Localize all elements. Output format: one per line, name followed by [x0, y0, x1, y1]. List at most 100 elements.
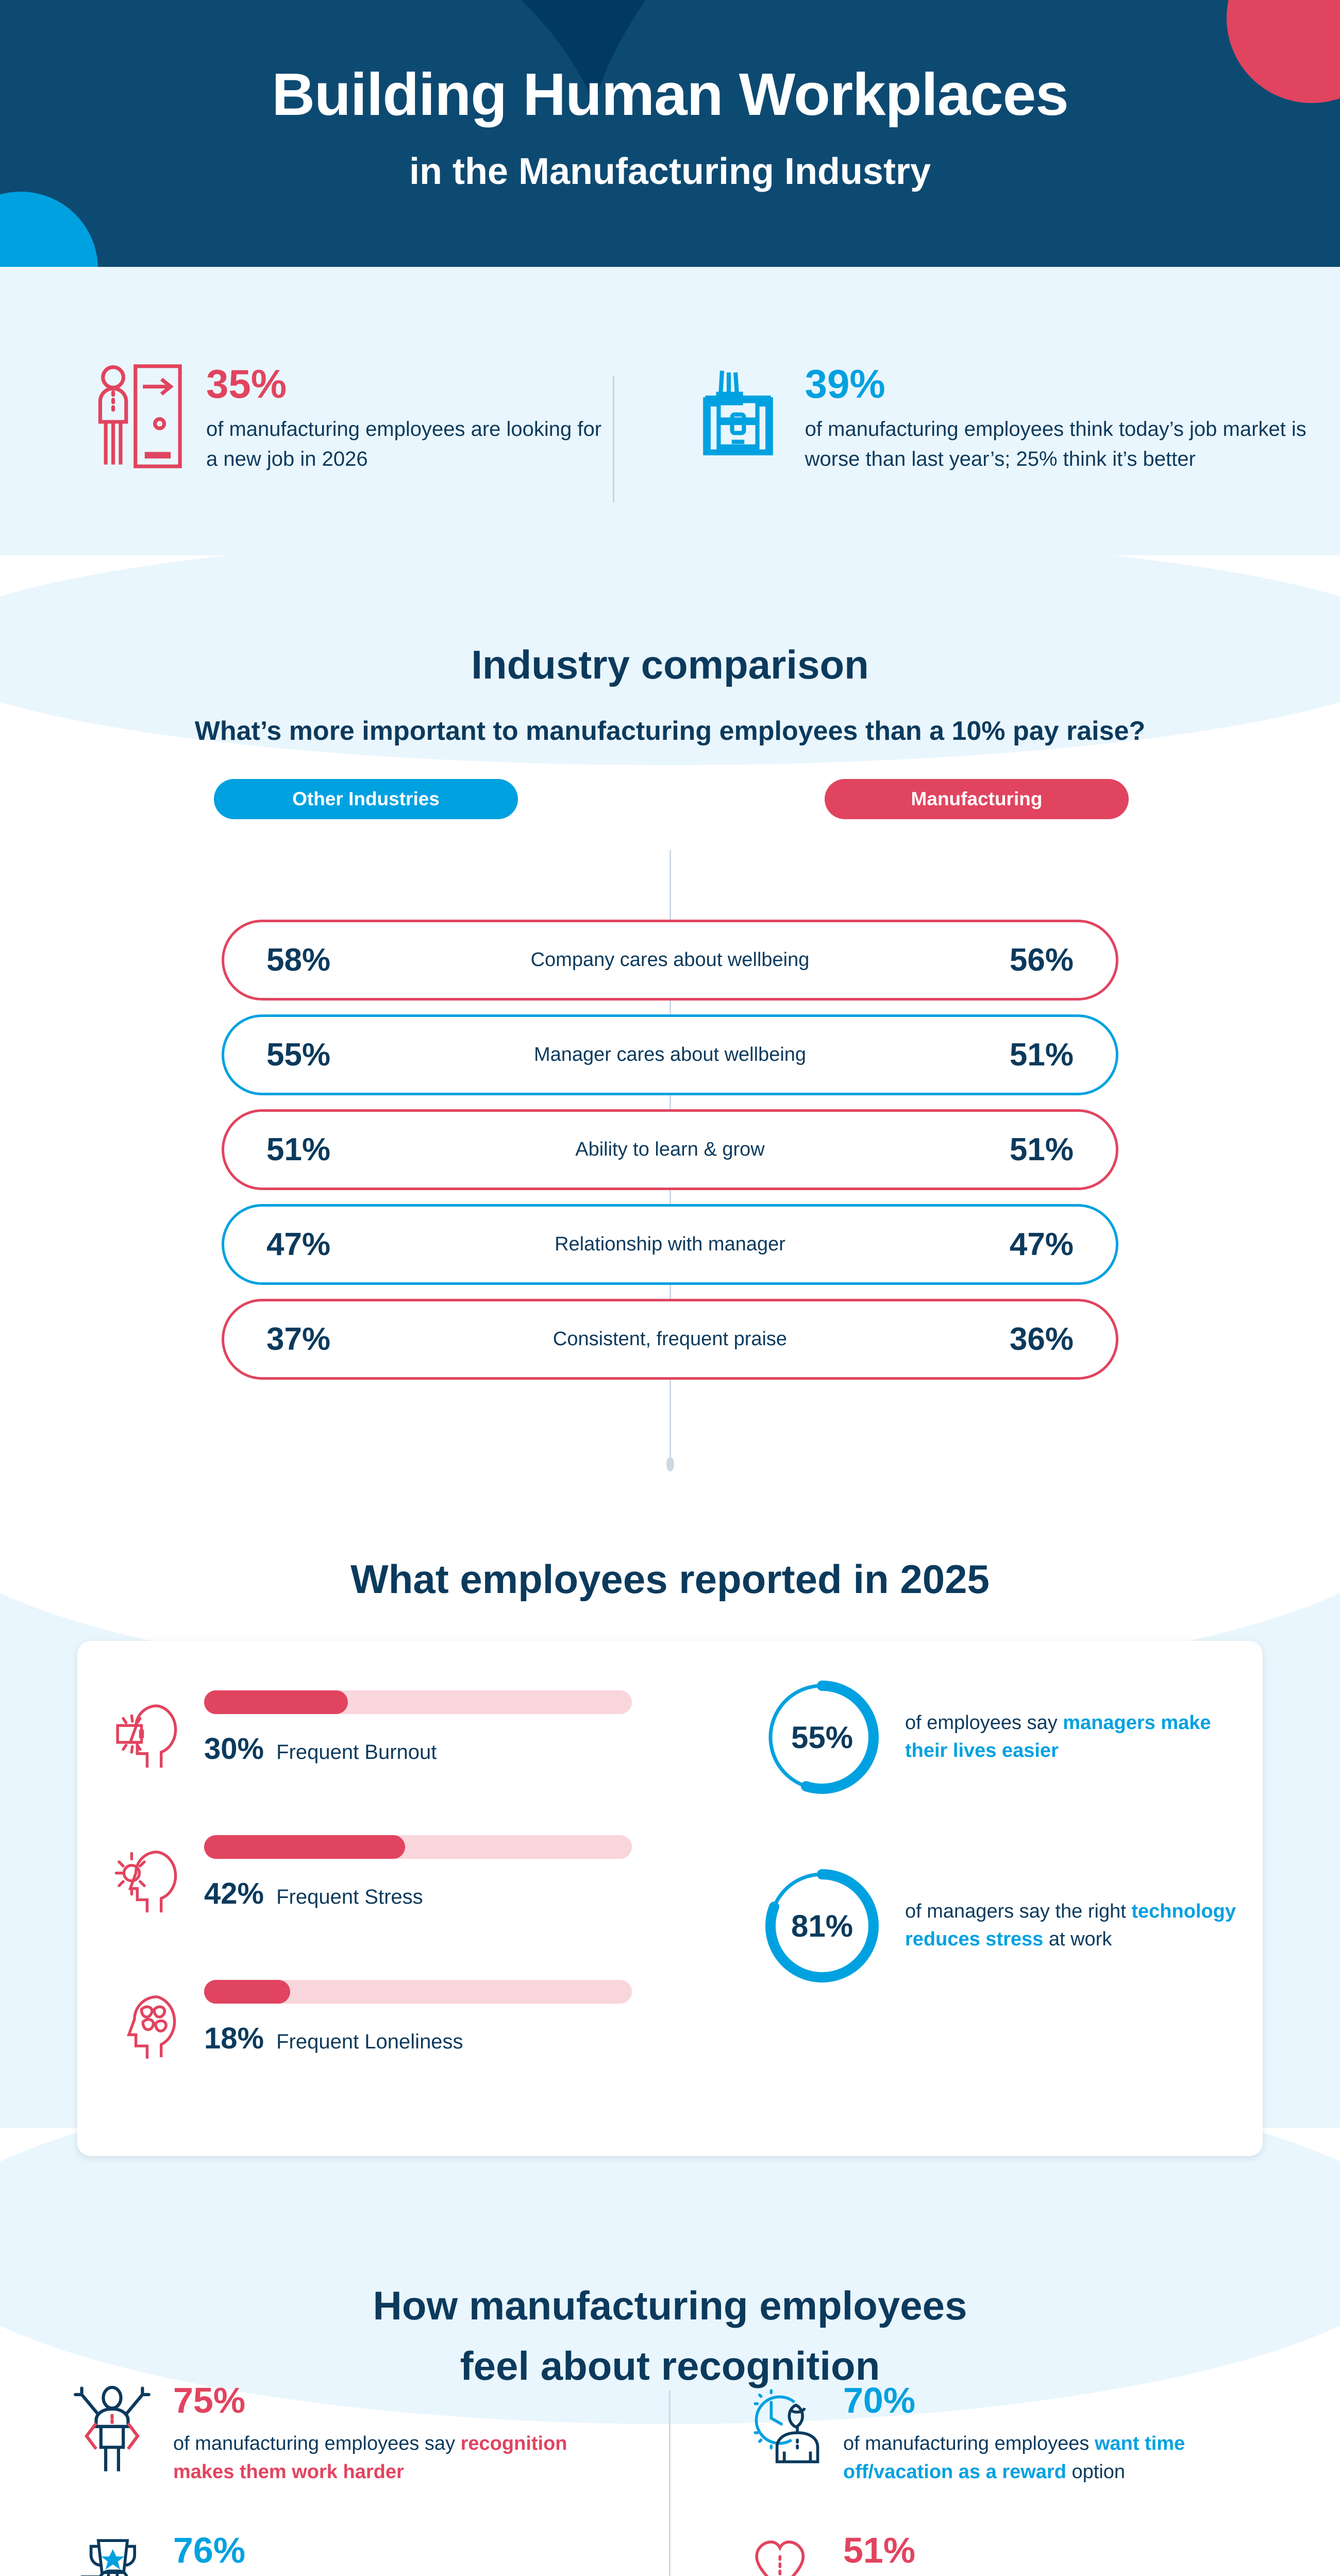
- row-other-value: 58%: [266, 942, 331, 978]
- recog-bold: want time off/vacation as a reward: [843, 2433, 1185, 2483]
- donut-text-plain2: at work: [1043, 1928, 1112, 1950]
- recognition-text: of manufacturing employees say recogniti…: [173, 2430, 613, 2486]
- recognition-percent: 76%: [173, 2530, 246, 2571]
- row-manufacturing-value: 56%: [1009, 942, 1074, 978]
- person-exit-door-icon: [93, 361, 186, 474]
- stats-band-background: [0, 267, 1340, 555]
- donut-chart: 55%: [763, 1678, 881, 1797]
- list-item: 55% of employees say managers make their…: [763, 1678, 1237, 1797]
- bar-label: Frequent Burnout: [276, 1741, 437, 1764]
- page-subtitle: in the Manufacturing Industry: [409, 150, 931, 192]
- row-label: Relationship with manager: [555, 1233, 785, 1255]
- recognition-text: of manufacturing employees want time off…: [843, 2430, 1283, 2486]
- row-label: Consistent, frequent praise: [552, 1328, 788, 1350]
- legend-manufacturing: Manufacturing: [825, 779, 1129, 820]
- industry-comparison-section: Industry comparison What’s more importan…: [0, 641, 1340, 836]
- recognition-percent: 70%: [843, 2380, 916, 2420]
- comparison-title: Industry comparison: [471, 642, 869, 687]
- donut-percent: 55%: [791, 1720, 853, 1755]
- top-stat-1-text: of manufacturing employees are looking f…: [206, 418, 602, 470]
- stats-band-curve: [0, 533, 1340, 765]
- hand-toolbox-icon: [692, 361, 784, 464]
- recog-plain1: of manufacturing employees say: [173, 2433, 461, 2454]
- top-stat-2-text: of manufacturing employees think today’s…: [805, 418, 1306, 470]
- top-stat-1: 35% of manufacturing employees are looki…: [0, 361, 613, 474]
- recognition-item-76: 76% say recognition has value even witho…: [0, 2530, 670, 2576]
- recognition-percent: 75%: [173, 2380, 246, 2420]
- bar-label: Frequent Stress: [276, 1886, 423, 1908]
- donut-text-bold: technology reduces stress: [905, 1901, 1236, 1950]
- donut-text-plain1: of managers say the right: [905, 1901, 1132, 1923]
- top-stat-1-percent: 35%: [206, 361, 287, 406]
- progress-bar-track: [204, 1835, 632, 1859]
- table-row: 47% Relationship with manager 47%: [222, 1204, 1118, 1285]
- recognition-title-line2: feel about recognition: [460, 2343, 880, 2388]
- comparison-center-line-end: [666, 1457, 674, 1471]
- top-stat-2: 39% of manufacturing employees think tod…: [614, 361, 1340, 474]
- row-label: Ability to learn & grow: [575, 1139, 765, 1160]
- row-other-value: 47%: [266, 1227, 331, 1262]
- bar-percent: 30%: [204, 1732, 264, 1766]
- comparison-legend: Other Industries Manufacturing: [0, 779, 1340, 836]
- table-row: 51% Ability to learn & grow 51%: [222, 1109, 1118, 1190]
- recognition-grid: 75% of manufacturing employees say recog…: [0, 2380, 1340, 2576]
- bar-percent: 18%: [204, 2022, 264, 2055]
- table-row: 37% Consistent, frequent praise 36%: [222, 1299, 1118, 1380]
- reported-2025-title: What employees reported in 2025: [350, 1556, 990, 1602]
- progress-bar-track: [204, 1980, 632, 2004]
- recognition-item-70: 70% of manufacturing employees want time…: [670, 2380, 1340, 2486]
- row-label: Manager cares about wellbeing: [533, 1044, 807, 1065]
- row-manufacturing-value: 51%: [1009, 1132, 1074, 1167]
- recog-bold: recognition makes them work harder: [173, 2433, 567, 2483]
- head-stress-icon: [113, 1826, 196, 1926]
- reported-2025-card: 30% Frequent Burnout: [77, 1641, 1263, 2156]
- donut-text: of employees say managers make their liv…: [905, 1709, 1237, 1765]
- table-row: 55% Manager cares about wellbeing 51%: [222, 1014, 1118, 1095]
- row-other-value: 37%: [266, 1321, 331, 1357]
- donut-text-plain1: of employees say: [905, 1712, 1063, 1734]
- header-blob-left: [0, 0, 618, 267]
- comparison-rows: 58% Company cares about wellbeing 56% 55…: [0, 920, 1340, 1394]
- stats-divider: [612, 376, 614, 502]
- row-other-value: 55%: [266, 1037, 331, 1073]
- celebrating-person-icon: [72, 2380, 155, 2479]
- recog-plain2: option: [1066, 2461, 1126, 2483]
- bar-percent: 42%: [204, 1877, 264, 1910]
- page-title: Building Human Workplaces: [272, 61, 1069, 128]
- list-item: 18% Frequent Loneliness: [113, 1971, 701, 2071]
- reported-2025-section: What employees reported in 2025: [0, 1556, 1340, 1603]
- reported-bars: 30% Frequent Burnout: [113, 1681, 701, 2115]
- comparison-subtitle: What’s more important to manufacturing e…: [194, 716, 1146, 746]
- recog-plain1: of manufacturing employees: [843, 2433, 1095, 2454]
- recognition-item-51: 51% would like a points-based system to …: [670, 2530, 1340, 2576]
- list-item: 30% Frequent Burnout: [113, 1681, 701, 1782]
- row-manufacturing-value: 51%: [1009, 1037, 1074, 1073]
- page-header: Building Human Workplaces in the Manufac…: [0, 0, 1340, 267]
- recognition-section: How manufacturing employees feel about r…: [0, 2282, 1340, 2389]
- list-item: 42% Frequent Stress: [113, 1826, 701, 1926]
- donut-text: of managers say the right technology red…: [905, 1898, 1237, 1954]
- row-manufacturing-value: 47%: [1009, 1227, 1074, 1262]
- progress-bar-fill: [204, 1835, 406, 1859]
- progress-bar-track: [204, 1690, 632, 1714]
- donut-percent: 81%: [791, 1908, 853, 1943]
- row-label: Company cares about wellbeing: [530, 949, 810, 971]
- progress-bar-fill: [204, 1980, 291, 2004]
- clock-person-icon: [742, 2380, 825, 2470]
- row-other-value: 51%: [266, 1132, 331, 1167]
- head-low-battery-icon: [113, 1681, 196, 1782]
- reported-donuts: 55% of employees say managers make their…: [763, 1678, 1237, 2055]
- recognition-divider: [669, 2391, 671, 2576]
- recognition-item-75: 75% of manufacturing employees say recog…: [0, 2380, 670, 2486]
- trophy-thumbsup-icon: [72, 2530, 155, 2576]
- progress-bar-fill: [204, 1690, 348, 1714]
- recognition-title-line1: How manufacturing employees: [373, 2283, 967, 2328]
- top-stat-2-percent: 39%: [805, 361, 885, 406]
- legend-other-industries: Other Industries: [214, 779, 518, 820]
- table-row: 58% Company cares about wellbeing 56%: [222, 920, 1118, 1001]
- heart-in-hand-icon: [742, 2530, 825, 2576]
- list-item: 81% of managers say the right technology…: [763, 1867, 1237, 1985]
- row-manufacturing-value: 36%: [1009, 1321, 1074, 1357]
- donut-chart: 81%: [763, 1867, 881, 1985]
